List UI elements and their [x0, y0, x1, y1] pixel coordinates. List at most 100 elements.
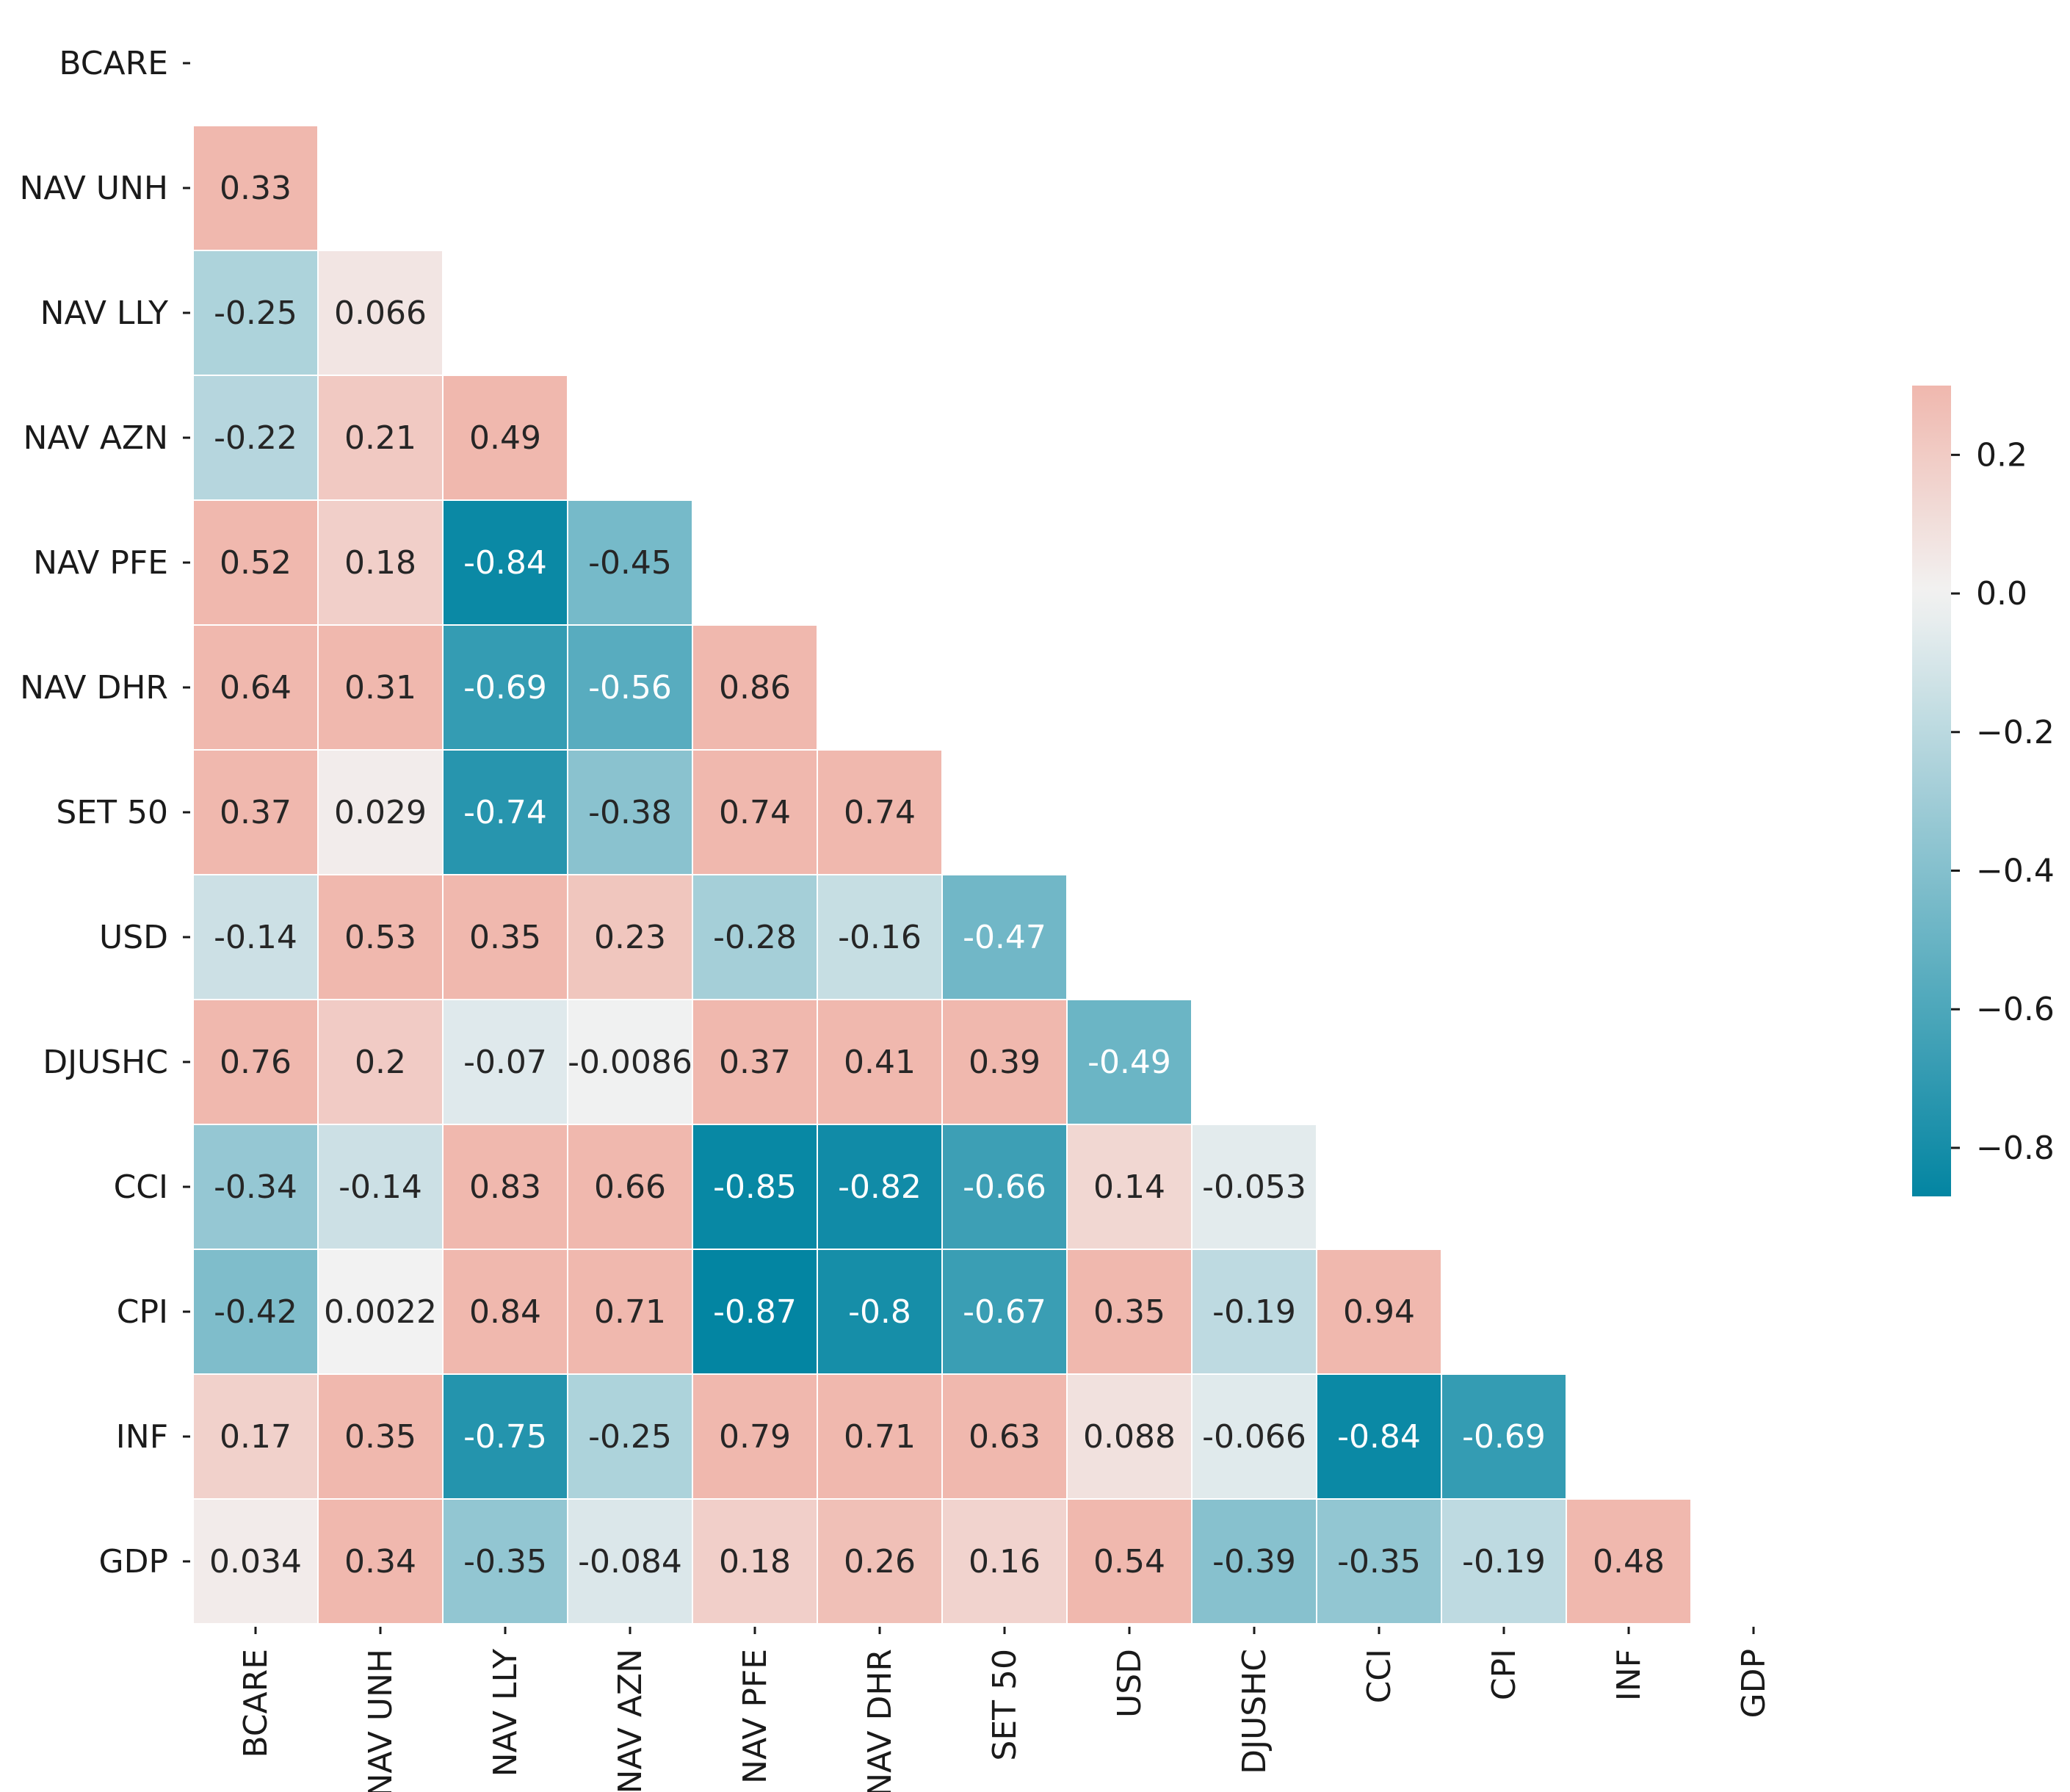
y-tick-label: NAV PFE — [33, 544, 168, 582]
cell-value-label: -0.14 — [339, 1168, 422, 1206]
x-tick-label: NAV DHR — [861, 1649, 899, 1792]
heatmap-cell — [1191, 1498, 1317, 1625]
cell-value-label: 0.35 — [469, 919, 541, 956]
cell-value-label: 0.74 — [844, 794, 916, 831]
heatmap-cell — [1441, 1373, 1567, 1500]
cell-value-label: 0.49 — [469, 419, 541, 457]
cell-value-label: 0.2 — [355, 1044, 406, 1081]
cell-value-label: 0.35 — [1093, 1293, 1165, 1331]
heatmap-cell — [567, 1498, 693, 1625]
heatmap-cell — [317, 1249, 444, 1375]
heatmap-cell — [567, 624, 693, 751]
y-tick-label: SET 50 — [56, 794, 168, 831]
y-tick-label: USD — [99, 919, 168, 956]
cell-value-label: -0.28 — [713, 919, 797, 956]
heatmap-cell — [567, 1249, 693, 1375]
x-tick-label: DJUSHC — [1236, 1649, 1273, 1774]
cell-value-label: 0.74 — [719, 794, 791, 831]
heatmap-cell — [817, 874, 943, 1000]
y-tick-label: GDP — [98, 1543, 168, 1580]
heatmap-cell — [442, 999, 568, 1125]
heatmap-cell — [442, 1249, 568, 1375]
heatmap-cell — [442, 1498, 568, 1625]
x-tick-label: SET 50 — [986, 1649, 1024, 1761]
cell-value-label: 0.39 — [969, 1044, 1041, 1081]
heatmap-cell — [317, 375, 444, 501]
heatmap-cell — [567, 874, 693, 1000]
heatmap-cell — [941, 1498, 1068, 1625]
heatmap-cell — [941, 1124, 1068, 1250]
cell-value-label: 0.66 — [594, 1168, 666, 1206]
cell-value-label: -0.75 — [463, 1418, 547, 1456]
cell-value-label: -0.22 — [214, 419, 297, 457]
cell-value-label: -0.25 — [214, 295, 297, 332]
heatmap-cell — [567, 499, 693, 626]
cell-value-label: -0.35 — [463, 1543, 547, 1580]
colorbar-tick-label: 0.0 — [1976, 575, 2027, 613]
cell-value-label: -0.19 — [1212, 1293, 1296, 1331]
cell-value-label: 0.31 — [344, 669, 416, 707]
cell-value-label: -0.053 — [1202, 1168, 1306, 1206]
cell-value-label: -0.67 — [963, 1293, 1046, 1331]
cell-value-label: 0.23 — [594, 919, 666, 956]
cell-value-label: -0.56 — [588, 669, 672, 707]
y-tick-label: BCARE — [59, 45, 168, 82]
cell-value-label: -0.8 — [848, 1293, 911, 1331]
cell-value-label: -0.87 — [713, 1293, 797, 1331]
cell-value-label: 0.71 — [594, 1293, 666, 1331]
heatmap-cell — [192, 1124, 319, 1250]
heatmap-cell — [1066, 1249, 1193, 1375]
x-tick-label: BCARE — [237, 1649, 275, 1758]
heatmap-cell — [817, 1249, 943, 1375]
heatmap-cell — [317, 1498, 444, 1625]
heatmap-cell — [1316, 1249, 1442, 1375]
heatmap-cell — [1066, 1498, 1193, 1625]
heatmap-cell — [317, 1373, 444, 1500]
x-tick-label: NAV UNH — [362, 1649, 399, 1792]
heatmap-cell — [442, 375, 568, 501]
cell-value-label: 0.52 — [220, 544, 292, 582]
cell-value-label: 0.029 — [334, 794, 427, 831]
y-tick-label: NAV AZN — [23, 419, 168, 457]
heatmap-cell — [442, 624, 568, 751]
heatmap-cell — [317, 250, 444, 376]
heatmap-cell — [192, 999, 319, 1125]
x-tick-label: NAV PFE — [737, 1649, 774, 1784]
cell-value-label: 0.84 — [469, 1293, 541, 1331]
colorbar-gradient — [1912, 386, 1951, 1196]
x-tick-label: INF — [1610, 1649, 1648, 1701]
heatmap-cell — [692, 1249, 818, 1375]
heatmap-cell — [192, 874, 319, 1000]
cell-value-label: -0.69 — [463, 669, 547, 707]
cell-value-label: -0.25 — [588, 1418, 672, 1456]
cell-value-label: 0.76 — [220, 1044, 292, 1081]
cell-value-label: -0.39 — [1212, 1543, 1296, 1580]
heatmap-cell — [817, 749, 943, 875]
y-tick-label: CPI — [117, 1293, 168, 1331]
heatmap-cell — [1316, 1498, 1442, 1625]
cell-value-label: -0.69 — [1462, 1418, 1546, 1456]
x-tick-label: CPI — [1485, 1649, 1523, 1700]
cell-value-label: 0.53 — [344, 919, 416, 956]
y-tick-label: NAV UNH — [20, 170, 169, 207]
heatmap-cells: 0.33 -0.25 0.066 -0.22 0.21 0.49 0.52 0.18 -0.84… — [192, 125, 1692, 1625]
cell-value-label: 0.37 — [719, 1044, 791, 1081]
cell-value-label: -0.0086 — [568, 1044, 692, 1081]
cell-value-label: -0.42 — [214, 1293, 297, 1331]
y-tick-label: INF — [116, 1418, 168, 1456]
cell-value-label: -0.66 — [963, 1168, 1046, 1206]
heatmap-cell — [567, 749, 693, 875]
cell-value-label: 0.63 — [969, 1418, 1041, 1456]
cell-value-label: 0.088 — [1083, 1418, 1176, 1456]
colorbar-tick-label: −0.8 — [1976, 1130, 2055, 1167]
colorbar-tick-label: 0.2 — [1976, 436, 2027, 474]
cell-value-label: -0.19 — [1462, 1543, 1546, 1580]
cell-value-label: -0.45 — [588, 544, 672, 582]
cell-value-label: 0.94 — [1343, 1293, 1415, 1331]
cell-value-label: 0.83 — [469, 1168, 541, 1206]
cell-value-label: 0.16 — [969, 1543, 1041, 1580]
cell-value-label: 0.18 — [719, 1543, 791, 1580]
heatmap-cell — [1191, 1249, 1317, 1375]
heatmap-cell — [567, 1373, 693, 1500]
